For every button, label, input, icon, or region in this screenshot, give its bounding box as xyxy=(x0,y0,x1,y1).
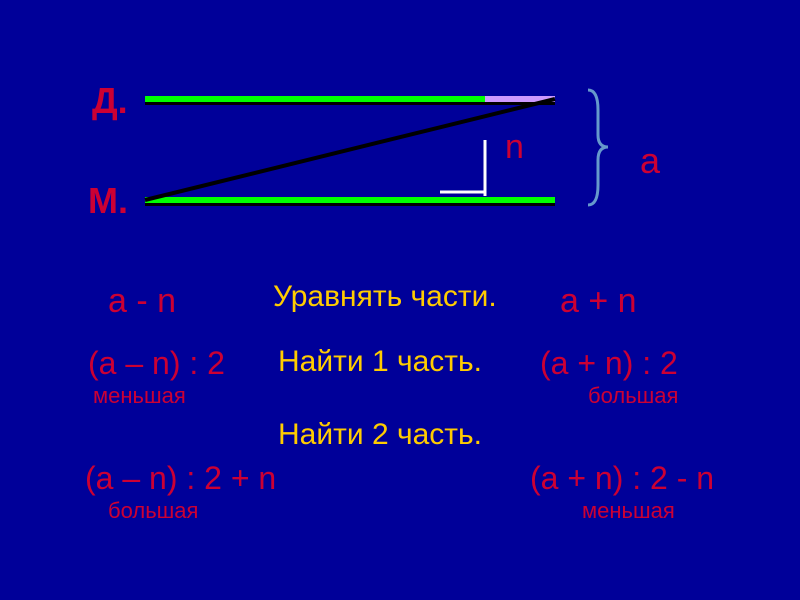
step-3: Найти 2 часть. xyxy=(278,418,482,452)
right-expr-2: (а + n) : 2 xyxy=(540,345,678,382)
brace-right xyxy=(588,90,608,205)
label-m: М. xyxy=(88,180,128,222)
left-expr-3-sub: большая xyxy=(108,498,198,524)
label-a: а xyxy=(640,140,660,182)
right-expr-3: (а + n) : 2 - n xyxy=(530,460,714,497)
left-expr-2-sub: меньшая xyxy=(93,383,186,409)
left-expr-1: а - n xyxy=(108,282,176,321)
right-expr-3-sub: меньшая xyxy=(582,498,675,524)
right-expr-2-sub: большая xyxy=(588,383,678,409)
label-d: Д. xyxy=(92,80,128,122)
right-expr-1: а + n xyxy=(560,282,637,321)
left-expr-2: (а – n) : 2 xyxy=(88,345,225,382)
left-expr-3: (а – n) : 2 + n xyxy=(85,460,276,497)
diagonal-line xyxy=(145,99,555,200)
step-2: Найти 1 часть. xyxy=(278,345,482,379)
step-1: Уравнять части. xyxy=(273,280,497,314)
label-n: n xyxy=(505,128,524,167)
